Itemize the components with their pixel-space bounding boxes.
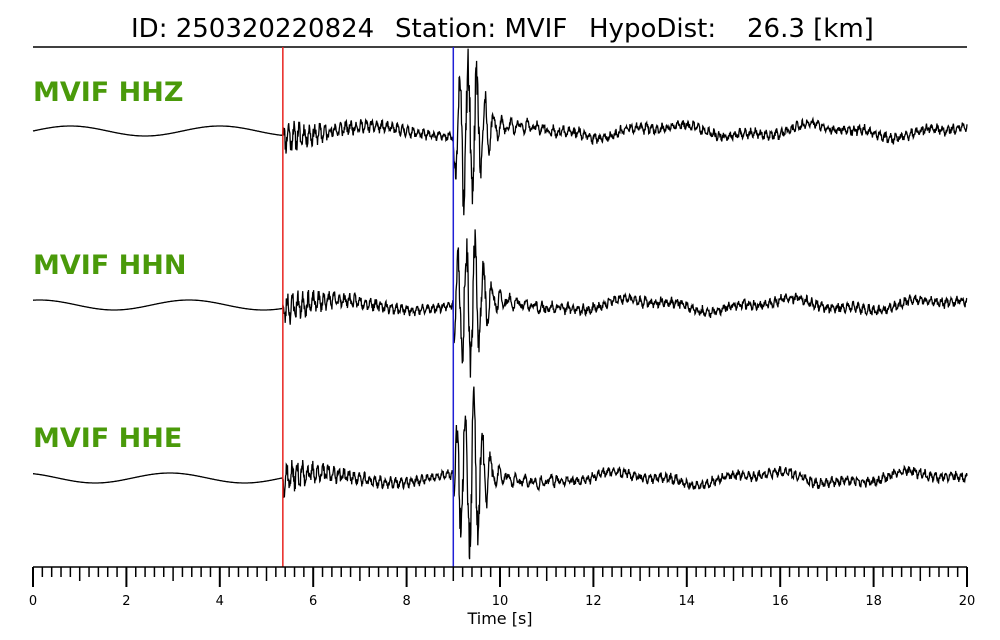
trace-hhn <box>33 229 968 378</box>
chart-title-dist-value: 26.3 [km] <box>747 14 874 44</box>
x-tick-label: 16 <box>772 594 789 609</box>
x-tick-label: 4 <box>216 594 224 609</box>
x-axis-tick-labels: 0 2 4 6 8 10 12 14 16 18 20 <box>29 594 975 609</box>
trace-hhe <box>33 386 968 560</box>
trace-hhz <box>32 48 968 216</box>
chart-title-station: Station: MVIF <box>395 14 567 44</box>
x-tick-label: 20 <box>959 594 976 609</box>
channel-label-hhn: MVIF HHN <box>33 250 186 281</box>
channel-label-hhe: MVIF HHE <box>33 423 182 454</box>
x-tick-label: 2 <box>122 594 130 609</box>
x-axis-label: Time [s] <box>466 609 532 628</box>
x-tick-label: 14 <box>679 594 696 609</box>
channel-label-hhz: MVIF HHZ <box>33 77 183 108</box>
x-tick-label: 8 <box>402 594 410 609</box>
chart-title-id: ID: 250320220824 <box>131 14 374 44</box>
x-tick-label: 12 <box>585 594 602 609</box>
x-tick-label: 18 <box>865 594 882 609</box>
x-tick-label: 0 <box>29 594 37 609</box>
chart-title-dist-label: HypoDist: <box>589 14 716 44</box>
x-tick-label: 6 <box>309 594 317 609</box>
x-tick-label: 10 <box>492 594 509 609</box>
x-axis-ticks <box>32 567 968 587</box>
